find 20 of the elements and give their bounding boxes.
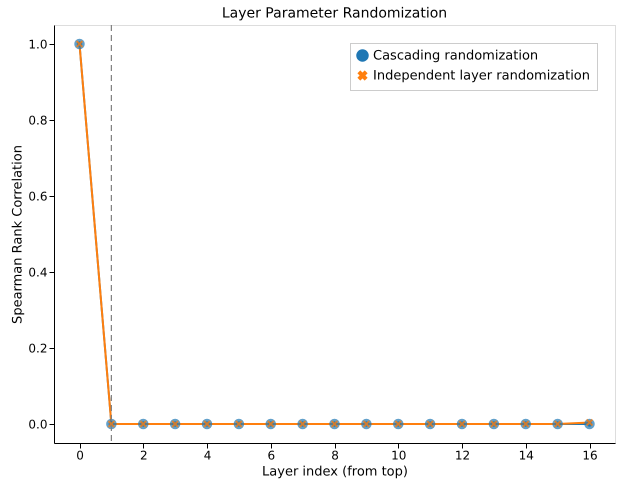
x-tick-label: 4	[204, 448, 212, 462]
x-tick-label: 16	[582, 448, 598, 462]
y-tick-label: 0.6	[28, 190, 48, 204]
chart-title: Layer Parameter Randomization	[222, 5, 448, 22]
x-tick-label: 8	[331, 448, 339, 462]
y-tick-label: 1.0	[28, 38, 48, 52]
x-tick-label: 14	[518, 448, 534, 462]
y-tick-label: 0.2	[28, 342, 48, 356]
x-tick-label: 12	[454, 448, 470, 462]
y-tick-label: 0.4	[28, 266, 48, 280]
x-tick-label: 10	[391, 448, 406, 462]
x-tick-label: 6	[267, 448, 276, 462]
y-tick-label: 0.8	[28, 114, 48, 128]
x-tick-label: 0	[76, 448, 84, 462]
x-axis-title: Layer index (from top)	[262, 464, 408, 480]
y-tick-label: 0.0	[28, 418, 48, 432]
legend-label: Independent layer randomization	[373, 68, 590, 84]
y-axis-title: Spearman Rank Correlation	[10, 145, 26, 324]
x-tick-label: 2	[140, 448, 148, 462]
legend-label: Cascading randomization	[373, 48, 538, 64]
